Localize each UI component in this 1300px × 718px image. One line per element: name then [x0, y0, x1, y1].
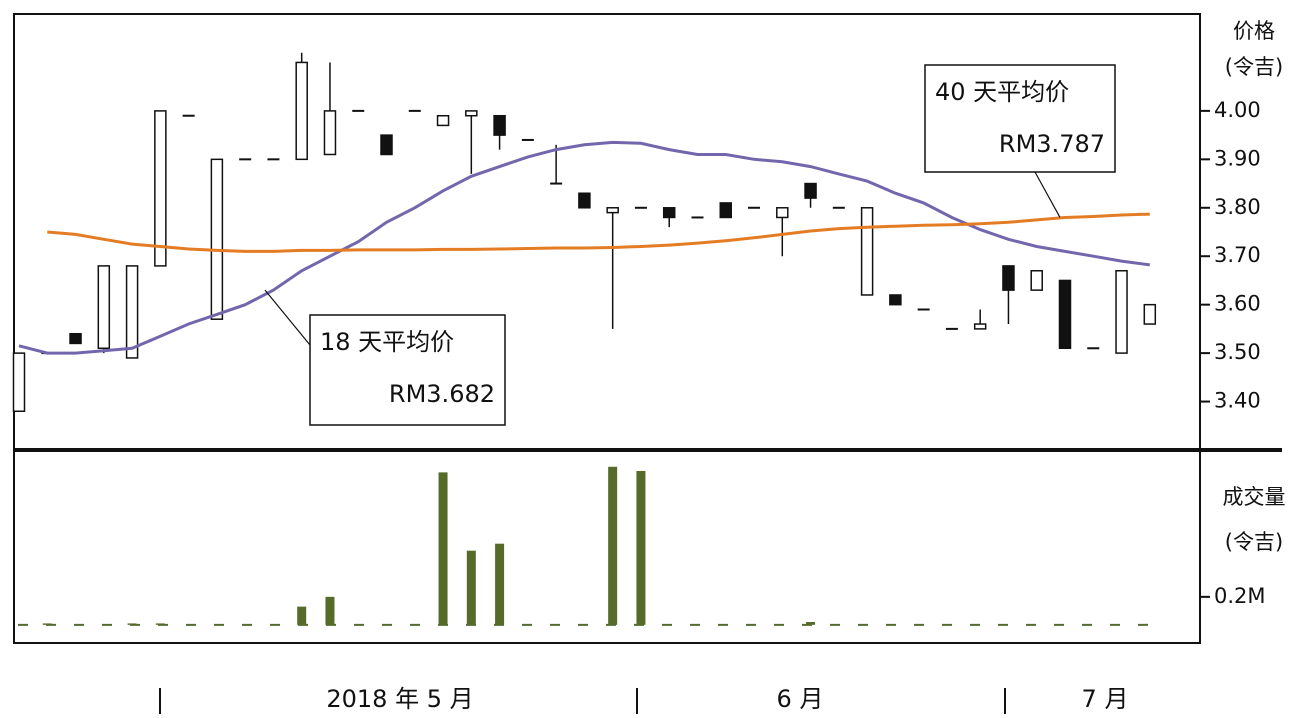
- candle-body: [210, 158, 224, 320]
- ma-line: [47, 212, 1150, 253]
- candle-body: [662, 207, 676, 219]
- y-tick-label: 3.50: [1214, 340, 1261, 364]
- y-label: 成交量: [1223, 485, 1286, 509]
- volume-bar: [806, 622, 816, 625]
- y-tick-label: 3.80: [1214, 195, 1261, 219]
- candle-body: [1030, 270, 1043, 291]
- candle-body: [154, 110, 167, 267]
- candle-body: [465, 110, 478, 117]
- candle-body: [1115, 270, 1128, 354]
- ma-line: [18, 140, 1150, 355]
- candle-body: [1002, 265, 1015, 291]
- candle-body: [889, 294, 902, 306]
- annotation-name: 40 天平均价: [935, 78, 1069, 106]
- y-label-unit: (令吉): [1225, 55, 1283, 79]
- volume-bar: [42, 623, 52, 625]
- candle-body: [295, 61, 308, 161]
- y-tick-label: 3.90: [1214, 146, 1261, 170]
- y-tick-label: 3.70: [1214, 243, 1261, 267]
- candle-body: [606, 207, 619, 214]
- y-tick-label: 3.60: [1214, 292, 1261, 316]
- candle-body: [1058, 279, 1072, 350]
- candle-body: [1143, 303, 1157, 325]
- candle-body: [323, 110, 337, 156]
- annotation-box: [309, 314, 506, 426]
- volume-bar: [636, 470, 646, 625]
- annotation-value: RM3.787: [999, 130, 1105, 158]
- y-tick-label: 3.40: [1214, 389, 1261, 413]
- leader-line: [264, 289, 311, 346]
- annotation-value: RM3.682: [389, 380, 495, 408]
- candle-body: [860, 207, 874, 296]
- leader-line: [1034, 171, 1061, 218]
- y-tick-label: 4.00: [1214, 98, 1261, 122]
- volume-bar: [495, 543, 505, 625]
- candle-body: [125, 265, 139, 359]
- period-label: 6 月: [777, 685, 824, 713]
- volume-bar: [608, 466, 618, 625]
- volume-bar: [438, 472, 448, 625]
- y-label: 价格: [1233, 19, 1275, 43]
- annotation-box: [924, 64, 1116, 173]
- candle-body: [380, 134, 393, 156]
- volume-bar: [297, 606, 307, 625]
- candle-body: [97, 265, 111, 350]
- candle-body: [776, 207, 789, 219]
- volume-bar: [127, 623, 137, 625]
- frame: [13, 13, 1201, 644]
- annotation-name: 18 天平均价: [320, 328, 454, 356]
- period-label: 2018 年 5 月: [326, 685, 473, 713]
- candle-body: [719, 202, 732, 219]
- period-label: 7 月: [1082, 685, 1129, 713]
- candle-body: [578, 192, 591, 209]
- candle-body: [973, 323, 987, 330]
- candle-body: [12, 352, 26, 412]
- y-tick-label: 0.2M: [1214, 584, 1266, 608]
- candle-body: [804, 182, 817, 199]
- y-label-unit: (令吉): [1225, 530, 1283, 554]
- candle-body: [493, 114, 506, 136]
- volume-bar: [325, 596, 335, 625]
- volume-bar: [155, 623, 165, 625]
- volume-bar: [466, 550, 476, 625]
- candle-body: [436, 114, 450, 127]
- candle-body: [69, 332, 82, 345]
